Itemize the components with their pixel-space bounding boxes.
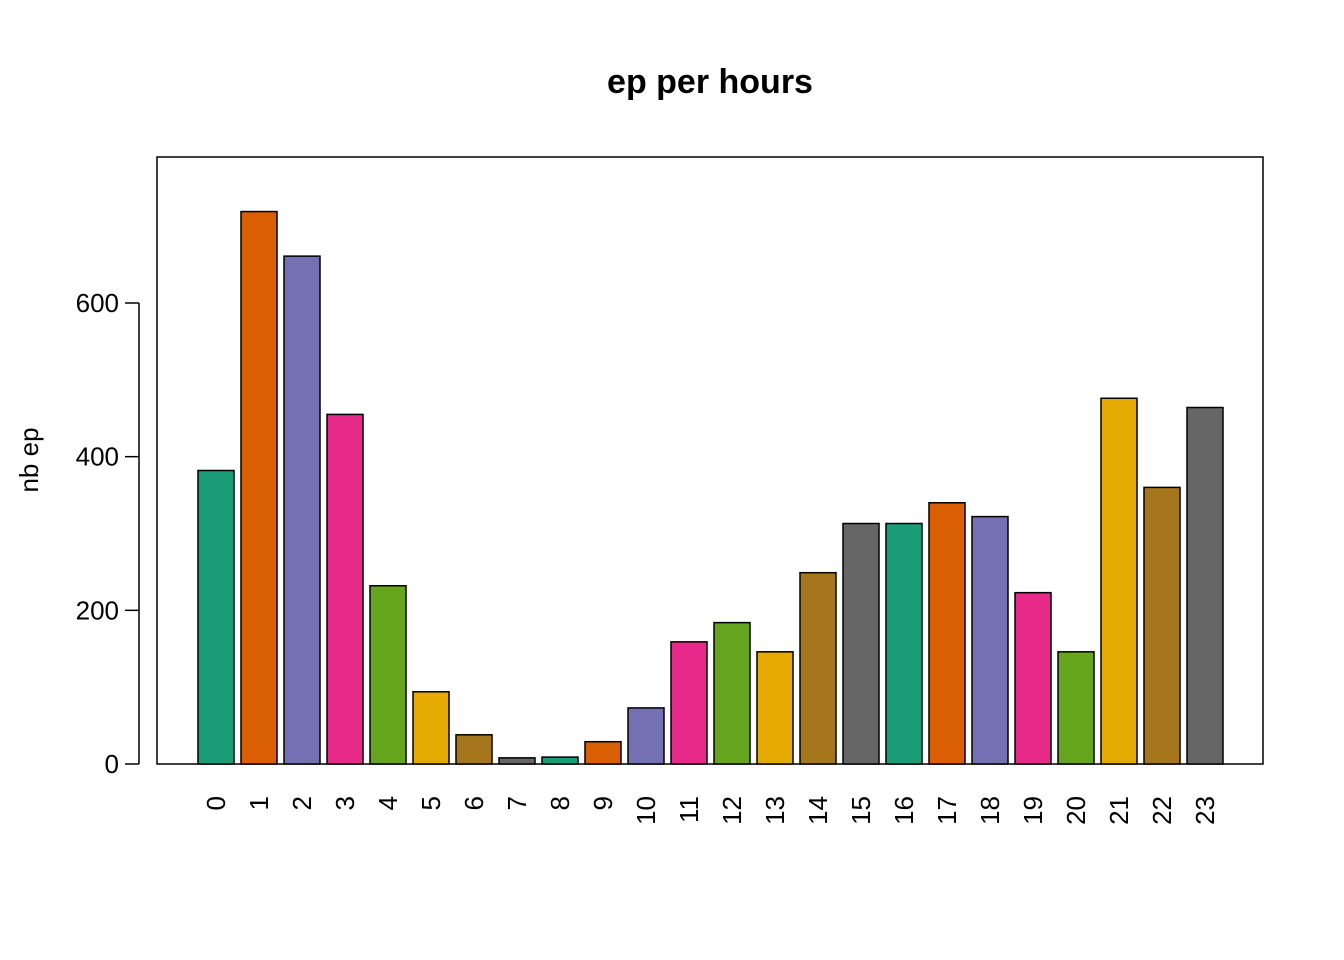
x-tick-label: 5: [416, 796, 446, 810]
bar-hour-18: [971, 515, 1009, 765]
bar-hour-21: [1100, 397, 1138, 765]
x-tick-label: 13: [760, 796, 790, 825]
bar-hour-15: [842, 522, 880, 765]
bar-hour-5: [412, 691, 450, 765]
bar-hour-10: [627, 707, 665, 765]
bar-hour-23: [1186, 406, 1224, 765]
bar-hour-11: [670, 641, 708, 765]
y-tick-label: 0: [105, 749, 119, 779]
bar-hour-20: [1057, 651, 1095, 765]
y-axis: 0 200 400 600: [76, 288, 140, 779]
bar-hour-19: [1014, 591, 1052, 765]
bars-group: [197, 210, 1224, 765]
x-tick-label: 14: [803, 796, 833, 825]
x-tick-label: 16: [889, 796, 919, 825]
bar-hour-4: [369, 584, 407, 765]
bar-hour-14: [799, 571, 837, 765]
bar-hour-16: [885, 522, 923, 765]
x-tick-label: 12: [717, 796, 747, 825]
x-tick-label: 9: [588, 796, 618, 810]
bar-hour-7: [498, 757, 536, 765]
x-tick-label: 20: [1061, 796, 1091, 825]
plot-frame: [156, 156, 1264, 765]
x-tick-label: 23: [1190, 796, 1220, 825]
x-tick-label: 15: [846, 796, 876, 825]
bar-hour-0: [197, 469, 235, 765]
bar-hour-9: [584, 740, 622, 765]
y-tick-label: 600: [76, 288, 119, 318]
y-tick-label: 200: [76, 595, 119, 625]
x-tick-label: 22: [1147, 796, 1177, 825]
bar-hour-6: [455, 734, 493, 765]
x-tick-label: 10: [631, 796, 661, 825]
bar-hour-12: [713, 621, 751, 765]
x-tick-label: 18: [975, 796, 1005, 825]
bar-hour-1: [240, 210, 278, 765]
x-tick-label: 4: [373, 796, 403, 810]
x-tick-labels: 0 1 2 3 4 5 6 7 8 9 10 11 12 13 14 15 16 17 18 19 20 21 22 23: [201, 796, 1220, 825]
x-tick-label: 11: [674, 796, 704, 823]
x-tick-label: 19: [1018, 796, 1048, 825]
x-tick-label: 1: [244, 796, 274, 810]
x-tick-label: 7: [502, 796, 532, 810]
bar-hour-8: [541, 756, 579, 765]
x-tick-label: 6: [459, 796, 489, 810]
bar-hour-13: [756, 651, 794, 765]
bar-hour-17: [928, 502, 966, 765]
y-axis-label: nb ep: [14, 427, 44, 492]
y-tick-label: 400: [76, 442, 119, 472]
x-tick-label: 21: [1104, 796, 1134, 825]
x-tick-label: 17: [932, 796, 962, 825]
bar-hour-3: [326, 413, 364, 765]
chart-title: ep per hours: [607, 63, 813, 101]
bar-hour-22: [1143, 486, 1181, 765]
x-tick-label: 0: [201, 796, 231, 810]
bar-hour-2: [283, 255, 321, 765]
x-tick-label: 2: [287, 796, 317, 810]
x-tick-label: 3: [330, 796, 360, 810]
x-tick-label: 8: [545, 796, 575, 810]
